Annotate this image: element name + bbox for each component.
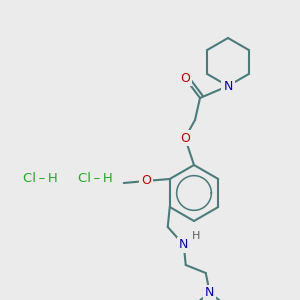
Text: N: N [223, 80, 233, 92]
Text: O: O [141, 175, 151, 188]
Text: O: O [180, 131, 190, 145]
Text: O: O [180, 71, 190, 85]
Text: N: N [205, 286, 214, 299]
Text: Cl – H: Cl – H [78, 172, 112, 184]
Text: N: N [179, 238, 188, 251]
Text: H: H [192, 231, 200, 241]
Text: Cl – H: Cl – H [22, 172, 57, 184]
